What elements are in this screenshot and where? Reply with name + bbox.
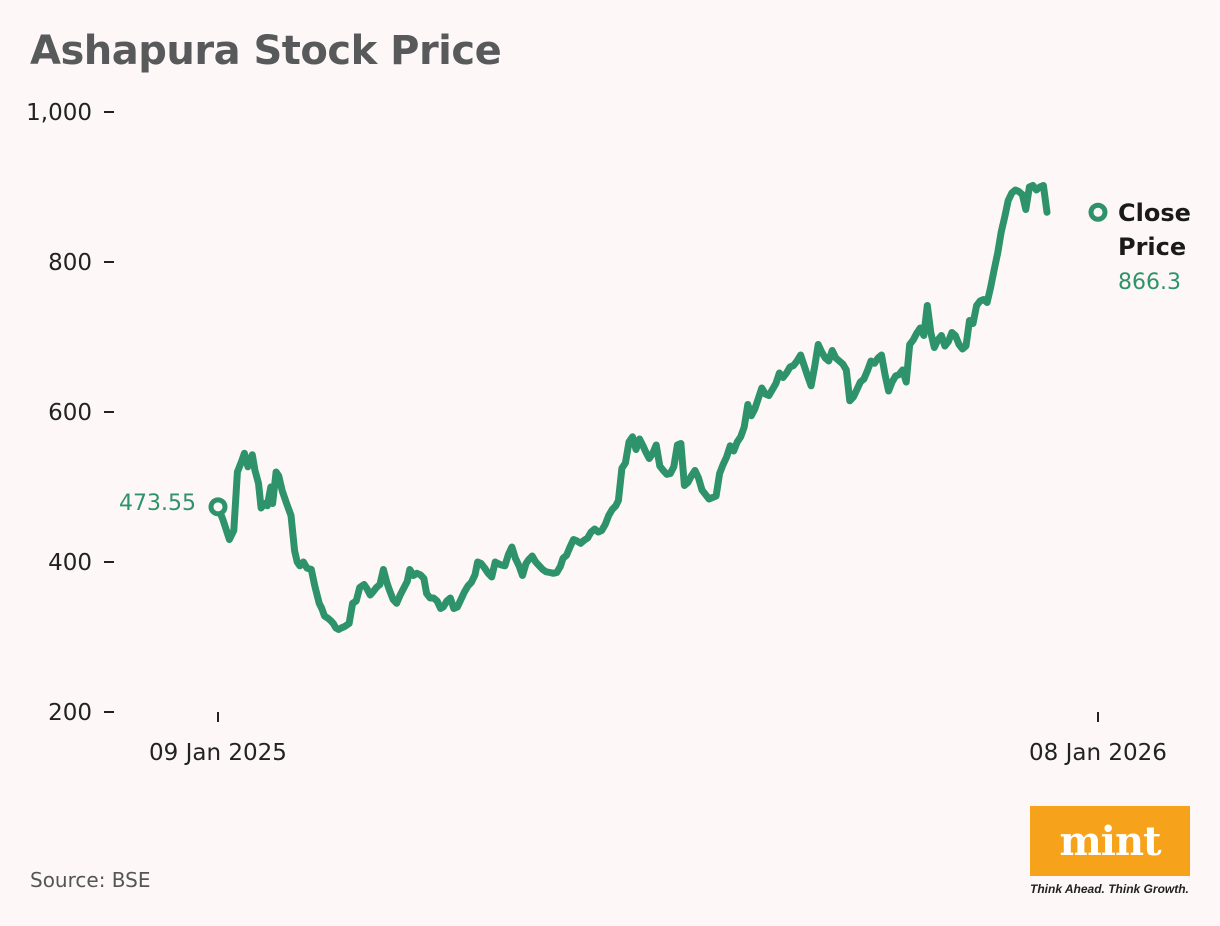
close-price-label-line2: Price [1118, 233, 1186, 261]
chart-title: Ashapura Stock Price [30, 28, 502, 74]
close-price-value: 866.3 [1118, 270, 1181, 295]
y-tick-label: 1,000 [26, 100, 92, 126]
x-tick-label: 09 Jan 2025 [149, 740, 287, 766]
source-note: Source: BSE [30, 868, 151, 892]
end-point-marker [1088, 202, 1108, 222]
y-tick-label: 400 [48, 550, 92, 576]
start-value-label: 473.55 [119, 491, 196, 516]
close-price-label-line1: Close [1118, 199, 1191, 227]
price-line [214, 182, 1051, 633]
y-tick-label: 200 [48, 700, 92, 726]
start-point-marker [208, 497, 228, 517]
y-tick-label: 800 [48, 250, 92, 276]
y-axis: 200 400 600 800 1,000 [26, 100, 114, 726]
logo-tagline: Think Ahead. Think Growth. [1030, 882, 1189, 896]
y-tick-label: 600 [48, 400, 92, 426]
logo-wordmark: mint [1030, 806, 1190, 876]
x-tick-label: 08 Jan 2026 [1029, 740, 1167, 766]
mint-logo: mint Think Ahead. Think Growth. [1030, 806, 1190, 896]
x-axis: 09 Jan 2025 08 Jan 2026 [149, 712, 1167, 766]
